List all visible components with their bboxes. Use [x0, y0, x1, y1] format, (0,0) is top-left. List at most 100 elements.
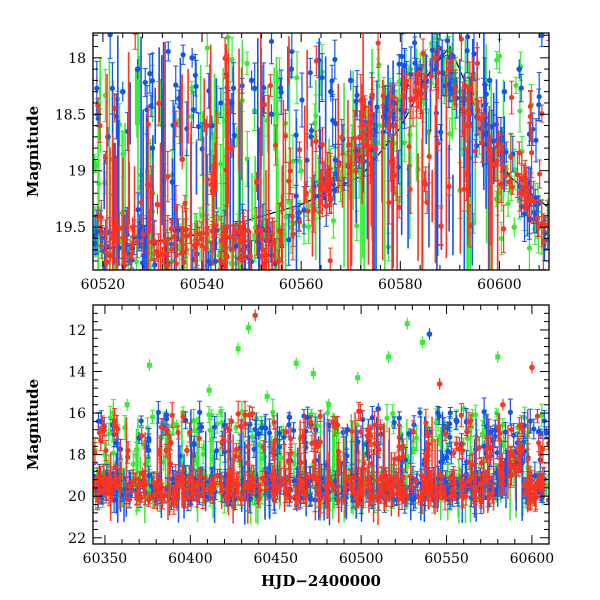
green-data-point — [249, 434, 255, 440]
red-data-point — [173, 204, 179, 210]
red-data-point — [446, 183, 452, 190]
red-data-point — [169, 246, 175, 252]
blue-data-point — [190, 107, 196, 113]
red-data-point — [352, 135, 358, 141]
red-data-point — [313, 138, 319, 144]
red-data-point — [98, 243, 104, 249]
red-data-point — [165, 237, 171, 243]
red-data-point — [180, 227, 186, 233]
red-data-point — [261, 101, 268, 108]
green-data-point — [513, 82, 519, 89]
bottom-panel-light-curve: 60350 60400 60450 60500 60550 606001214161820… — [24, 304, 554, 590]
green-data-point — [511, 224, 518, 230]
red-data-point — [104, 259, 110, 265]
red-data-point — [539, 110, 545, 117]
green-data-point — [384, 415, 390, 421]
red-data-point — [242, 238, 248, 244]
red-data-point — [360, 130, 366, 136]
red-data-point — [535, 223, 542, 230]
blue-data-point — [464, 48, 470, 54]
red-data-point — [372, 145, 379, 151]
red-data-point — [237, 236, 243, 243]
y-tick-label: 18.5 — [55, 107, 86, 123]
blue-data-point — [149, 145, 156, 151]
green-data-point — [390, 410, 396, 417]
red-data-point — [472, 148, 478, 154]
x-tick-label: 60580 — [378, 277, 423, 293]
red-data-point — [296, 147, 303, 153]
red-data-point — [319, 141, 325, 148]
red-data-point — [275, 258, 281, 265]
blue-data-point — [180, 52, 186, 58]
red-data-point — [173, 261, 179, 267]
red-data-point — [317, 198, 323, 204]
blue-data-point — [304, 157, 310, 163]
y-tick-label: 19 — [68, 164, 86, 180]
red-data-point — [182, 200, 188, 207]
x-tick-label: 60560 — [279, 277, 324, 293]
red-data-point — [391, 94, 397, 100]
green-data-point — [149, 414, 156, 420]
green-data-point — [217, 161, 224, 167]
red-data-point — [154, 248, 160, 255]
x-tick-label: 60600 — [477, 277, 522, 293]
green-data-point — [512, 167, 518, 173]
red-data-point — [509, 184, 515, 190]
green-data-point — [130, 461, 136, 467]
red-data-point — [247, 253, 253, 259]
blue-data-point — [368, 147, 374, 153]
green-data-point — [447, 131, 453, 137]
red-data-point — [203, 245, 209, 251]
red-data-point — [499, 147, 505, 153]
green-data-point — [479, 431, 485, 437]
red-data-point — [313, 58, 319, 64]
red-data-point — [362, 122, 369, 128]
red-data-point — [241, 233, 247, 239]
green-data-point — [298, 167, 304, 174]
red-data-point — [245, 227, 251, 233]
red-data-point — [97, 123, 103, 129]
red-data-point — [236, 255, 242, 262]
green-data-point — [110, 409, 116, 416]
red-data-point — [527, 113, 533, 120]
red-data-point — [278, 201, 285, 208]
green-data-point — [433, 420, 439, 426]
red-data-point — [276, 228, 282, 234]
red-data-point — [235, 228, 241, 234]
green-data-point — [539, 412, 545, 418]
green-data-point — [244, 60, 250, 66]
green-data-point — [401, 140, 407, 146]
red-data-point — [273, 142, 279, 148]
blue-data-point — [328, 88, 334, 95]
green-data-point — [330, 217, 337, 224]
blue-data-point — [501, 88, 508, 95]
green-data-point — [498, 235, 505, 242]
red-data-point — [448, 58, 454, 64]
top-panel-light-curve: 60520 60540 60560 60580 60600 18 18.5 19 19.5 Mag… — [24, 32, 550, 293]
red-data-point — [156, 100, 162, 106]
red-data-point — [208, 181, 214, 188]
red-data-point — [501, 226, 507, 232]
green-data-point — [526, 245, 533, 251]
red-data-point — [223, 253, 229, 259]
red-data-point — [287, 168, 293, 174]
green-data-point — [133, 258, 140, 265]
red-data-point — [432, 55, 438, 61]
red-data-point — [204, 176, 211, 183]
green-data-point — [494, 57, 500, 63]
green-data-point — [410, 446, 417, 452]
red-data-point — [296, 219, 303, 225]
blue-data-point — [135, 207, 141, 213]
red-data-point — [218, 237, 224, 244]
red-data-point — [426, 153, 432, 160]
blue-data-point — [353, 98, 359, 104]
blue-data-point — [329, 78, 335, 84]
blue-data-point — [332, 56, 338, 63]
red-data-point — [519, 176, 525, 182]
blue-data-point — [436, 45, 442, 51]
green-data-point — [305, 224, 312, 230]
blue-data-point — [307, 70, 313, 76]
red-data-point — [521, 190, 528, 197]
blue-data-point — [396, 61, 402, 67]
